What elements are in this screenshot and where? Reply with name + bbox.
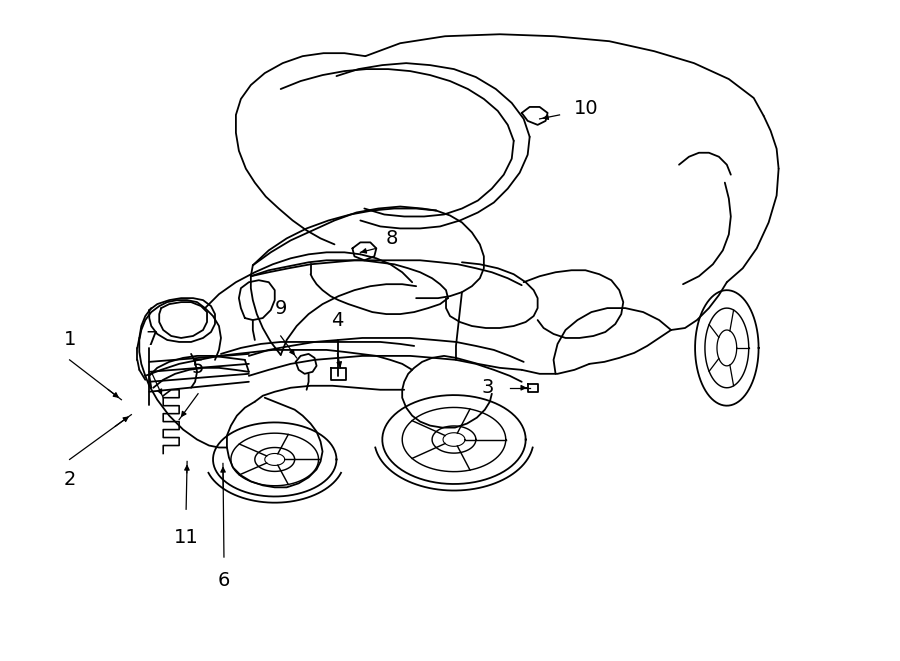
Text: 3: 3 bbox=[482, 378, 494, 397]
Text: 11: 11 bbox=[174, 527, 199, 547]
Text: 5: 5 bbox=[192, 358, 204, 377]
Text: 4: 4 bbox=[331, 311, 344, 330]
Text: 10: 10 bbox=[574, 99, 599, 118]
Text: 1: 1 bbox=[63, 330, 76, 350]
Text: 2: 2 bbox=[63, 470, 76, 489]
Text: 6: 6 bbox=[218, 572, 230, 590]
Text: 9: 9 bbox=[274, 299, 287, 317]
Text: 7: 7 bbox=[145, 330, 158, 350]
Text: 8: 8 bbox=[386, 229, 399, 248]
